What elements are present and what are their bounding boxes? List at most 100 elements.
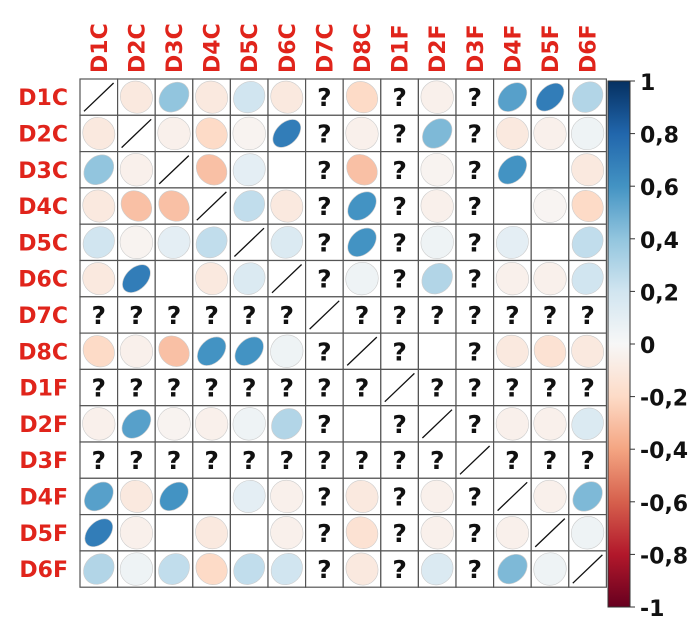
missing-marker: ? xyxy=(317,410,332,439)
colorbar-tick-label: -0,8 xyxy=(640,544,688,569)
matrix-cell xyxy=(417,477,457,516)
correlation-ellipse xyxy=(234,336,264,366)
correlation-ellipse xyxy=(270,479,304,514)
missing-marker: ? xyxy=(317,192,332,221)
cell-border xyxy=(267,368,307,407)
missing-marker: ? xyxy=(317,555,332,584)
matrix-cell xyxy=(493,332,532,371)
correlation-ellipse xyxy=(119,516,153,550)
cell-border xyxy=(305,550,344,588)
matrix-cell xyxy=(493,151,532,189)
cell-border xyxy=(229,368,269,407)
cell-border xyxy=(305,187,344,225)
matrix-cell: ? xyxy=(305,78,344,116)
correlation-ellipse xyxy=(158,553,190,585)
missing-marker: ? xyxy=(392,482,407,511)
missing-marker: ? xyxy=(392,446,407,475)
correlation-ellipse xyxy=(82,335,115,368)
cell-border xyxy=(568,368,607,407)
cell-border xyxy=(79,441,119,479)
matrix-cell: ? xyxy=(229,296,269,334)
matrix-cell xyxy=(79,187,119,225)
correlation-ellipse xyxy=(496,334,529,368)
column-label: D3F xyxy=(464,24,489,73)
matrix-cell xyxy=(530,223,570,262)
matrix-cell: ? xyxy=(380,296,419,334)
missing-marker: ? xyxy=(392,410,407,439)
correlation-ellipse xyxy=(345,552,379,586)
missing-marker: ? xyxy=(392,192,407,221)
matrix-cell xyxy=(417,114,457,153)
matrix-cell xyxy=(229,187,269,225)
correlation-ellipse xyxy=(82,117,116,150)
missing-marker: ? xyxy=(317,119,332,148)
cell-border xyxy=(305,259,344,298)
matrix-cell xyxy=(116,114,156,153)
missing-marker: ? xyxy=(129,446,144,475)
correlation-ellipse xyxy=(232,153,266,187)
missing-marker: ? xyxy=(430,301,445,330)
matrix-cell xyxy=(154,114,194,153)
matrix-cell xyxy=(154,405,194,443)
missing-marker: ? xyxy=(355,374,370,403)
diagonal-line xyxy=(196,191,227,221)
matrix-cell xyxy=(229,332,269,371)
missing-marker: ? xyxy=(468,301,483,330)
correlation-ellipse xyxy=(571,190,604,223)
matrix-cell: ? xyxy=(530,441,570,479)
matrix-cell xyxy=(116,477,156,516)
matrix-cell xyxy=(493,405,532,443)
matrix-cell xyxy=(380,368,419,407)
correlation-ellipse xyxy=(345,480,379,513)
matrix-cell: ? xyxy=(493,441,532,479)
column-label: D5F xyxy=(539,24,564,73)
matrix-cell: ? xyxy=(79,296,119,334)
correlation-ellipse xyxy=(195,553,228,586)
matrix-cell xyxy=(192,259,232,298)
cell-border xyxy=(229,513,269,552)
matrix-cell: ? xyxy=(455,223,495,262)
diagonal-line xyxy=(158,155,190,185)
correlation-ellipse xyxy=(497,553,528,585)
colorbar-tick-label: 1 xyxy=(640,71,655,96)
missing-marker: ? xyxy=(167,374,182,403)
matrix-cell: ? xyxy=(455,332,495,371)
matrix-cell: ? xyxy=(305,259,344,298)
missing-marker: ? xyxy=(355,301,370,330)
correlation-ellipse xyxy=(232,407,266,441)
correlation-ellipse xyxy=(571,81,604,113)
cell-border xyxy=(305,78,344,116)
matrix-cell xyxy=(568,550,607,588)
correlation-ellipse xyxy=(157,116,191,151)
correlation-ellipse xyxy=(496,117,529,150)
correlation-ellipse xyxy=(495,262,529,296)
missing-marker: ? xyxy=(204,374,219,403)
correlation-ellipse xyxy=(497,82,528,112)
matrix-cell: ? xyxy=(342,368,382,407)
correlation-ellipse xyxy=(422,118,453,149)
correlation-ellipse xyxy=(120,80,153,114)
matrix-cell xyxy=(79,223,119,262)
cell-border xyxy=(342,368,382,407)
correlation-ellipse xyxy=(84,481,114,512)
cell-border xyxy=(493,187,532,225)
correlation-ellipse xyxy=(120,480,153,513)
matrix-cell xyxy=(530,259,570,298)
matrix-cell: ? xyxy=(305,223,344,262)
correlation-ellipse xyxy=(195,262,228,296)
missing-marker: ? xyxy=(167,301,182,330)
matrix-cell: ? xyxy=(305,550,344,588)
matrix-cell xyxy=(192,550,232,588)
correlation-ellipse xyxy=(346,154,378,186)
matrix-cell xyxy=(154,78,194,116)
matrix-cell xyxy=(267,550,307,588)
missing-marker: ? xyxy=(468,156,483,185)
correlation-ellipse xyxy=(420,516,454,550)
correlation-ellipse xyxy=(533,189,567,223)
correlation-ellipse xyxy=(495,407,529,441)
cell-border xyxy=(455,187,495,225)
correlation-ellipse xyxy=(270,516,304,550)
matrix-cell: ? xyxy=(380,332,419,371)
matrix-cell: ? xyxy=(305,114,344,153)
matrix-cell: ? xyxy=(530,368,570,407)
